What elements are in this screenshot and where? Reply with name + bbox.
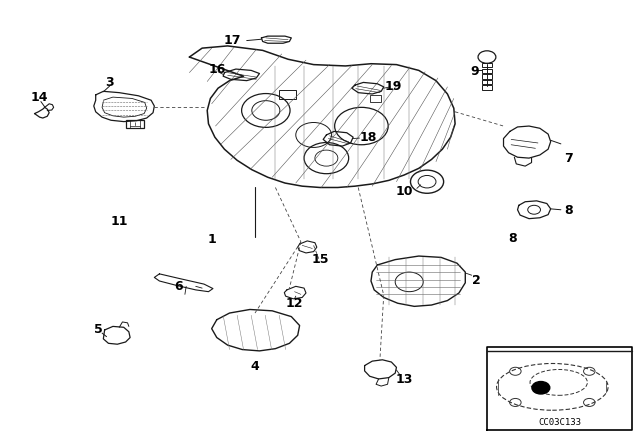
Text: 8: 8 bbox=[564, 204, 573, 217]
Text: 16: 16 bbox=[208, 63, 225, 76]
Text: 15: 15 bbox=[311, 253, 329, 266]
Text: 5: 5 bbox=[94, 323, 102, 336]
Text: 2: 2 bbox=[472, 275, 481, 288]
Text: 11: 11 bbox=[111, 215, 128, 228]
Text: 19: 19 bbox=[385, 80, 402, 93]
Text: 1: 1 bbox=[207, 233, 216, 246]
Text: 8: 8 bbox=[508, 232, 516, 245]
Text: 9: 9 bbox=[470, 65, 479, 78]
Text: 4: 4 bbox=[251, 360, 259, 373]
Text: 10: 10 bbox=[396, 185, 413, 198]
Text: 14: 14 bbox=[31, 90, 49, 103]
Text: 3: 3 bbox=[106, 76, 114, 89]
Text: 18: 18 bbox=[359, 131, 376, 144]
Text: 7: 7 bbox=[564, 151, 573, 164]
Text: 12: 12 bbox=[286, 297, 303, 310]
Text: CC03C133: CC03C133 bbox=[538, 418, 581, 427]
Text: 13: 13 bbox=[396, 373, 413, 386]
Circle shape bbox=[532, 382, 550, 394]
Text: 17: 17 bbox=[223, 34, 241, 47]
Text: 6: 6 bbox=[174, 280, 183, 293]
